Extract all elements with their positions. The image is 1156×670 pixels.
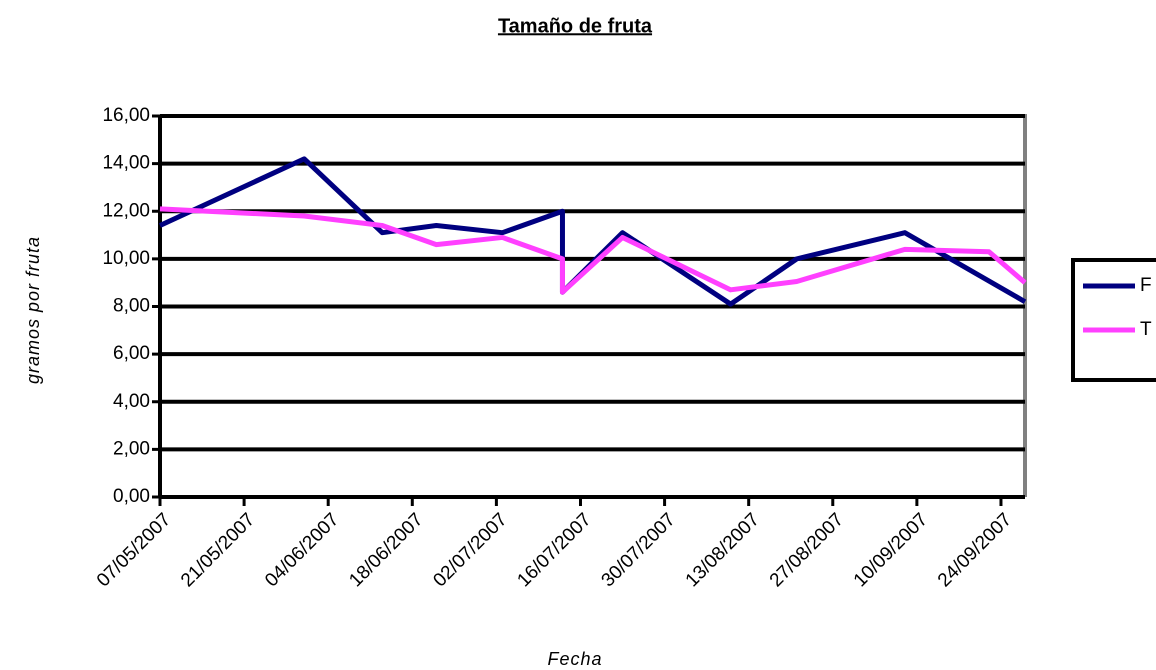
y-tick-label: 14,00 [102, 153, 150, 174]
x-tick-label: 10/09/2007 [850, 509, 932, 591]
x-tick-label: 30/07/2007 [598, 509, 680, 591]
x-tick-label: 02/07/2007 [429, 509, 511, 591]
chart-title: Tamaño de fruta [498, 15, 653, 37]
x-tick-label: 13/08/2007 [682, 509, 764, 591]
x-tick-label: 24/09/2007 [934, 509, 1016, 591]
x-tick-label: 21/05/2007 [177, 509, 259, 591]
y-tick-label: 16,00 [102, 105, 150, 126]
data-line [158, 156, 1027, 307]
y-axis-title: gramos por fruta [23, 236, 43, 384]
x-tick-label: 27/08/2007 [766, 509, 848, 591]
x-tick-label: 18/06/2007 [345, 509, 427, 591]
x-tick-label: 07/05/2007 [93, 509, 175, 591]
y-tick-label: 10,00 [102, 248, 150, 269]
legend-label: F [1140, 275, 1152, 296]
y-tick-label: 8,00 [113, 296, 150, 317]
legend-box [1071, 258, 1156, 382]
x-tick-label: 16/07/2007 [513, 509, 595, 591]
x-axis-title: Fecha [547, 649, 602, 669]
data-line [159, 206, 1027, 295]
legend-label: T [1140, 319, 1152, 340]
y-tick-label: 2,00 [113, 438, 150, 459]
y-tick-label: 12,00 [102, 200, 150, 221]
y-tick-label: 0,00 [113, 486, 150, 507]
x-tick-label: 04/06/2007 [261, 509, 343, 591]
y-tick-label: 6,00 [113, 343, 150, 364]
y-tick-label: 4,00 [113, 391, 150, 412]
